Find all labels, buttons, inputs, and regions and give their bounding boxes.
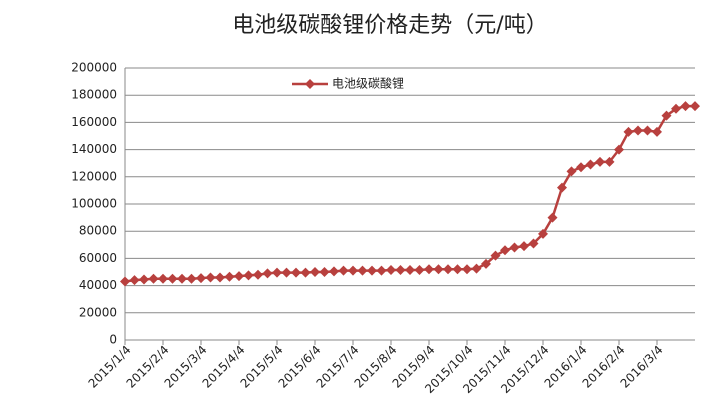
y-tick-label: 40000 [79,278,117,292]
point-marker [538,228,548,239]
point-marker [471,263,482,274]
point-marker [481,258,491,269]
point-marker [158,273,168,284]
y-tick-label: 80000 [79,224,117,238]
point-marker [690,101,700,112]
point-marker [528,238,539,249]
point-marker [547,212,558,223]
point-marker [405,264,415,275]
point-marker [595,156,605,167]
point-marker [243,270,254,281]
point-marker [424,264,434,275]
point-marker [205,272,216,283]
y-tick-label: 60000 [79,251,117,265]
point-marker [186,273,197,284]
point-marker [452,264,463,275]
chart-title: 电池级碳酸锂价格走势（元/吨） [232,13,547,38]
point-marker [604,156,615,167]
point-marker [272,267,282,278]
point-marker [414,264,425,275]
point-marker [224,271,235,282]
point-marker [633,125,643,136]
point-marker [519,241,529,252]
point-marker [129,275,140,286]
point-marker [338,265,349,276]
point-marker [253,269,263,280]
point-marker [196,273,206,284]
point-marker [642,125,653,136]
point-marker [300,267,311,278]
y-tick-label: 0 [109,333,117,347]
point-marker [386,264,396,275]
legend-marker [305,79,315,89]
point-marker [139,274,149,285]
point-marker [357,265,368,276]
y-tick-label: 20000 [79,305,117,319]
legend-label: 电池级碳酸锂 [332,76,404,91]
point-marker [291,267,301,278]
point-marker [319,267,330,277]
series-line [124,104,695,283]
point-marker [680,101,691,112]
point-marker [348,265,358,276]
point-marker [148,273,159,284]
point-marker [614,144,624,155]
y-tick-label: 200000 [71,61,117,75]
point-marker [376,265,387,276]
point-marker [623,126,634,137]
point-marker [281,267,292,278]
point-marker [443,264,453,275]
y-tick-label: 100000 [71,197,117,211]
point-marker [462,264,472,275]
point-marker [395,264,406,275]
point-marker [509,242,520,253]
point-marker [661,110,672,121]
point-marker [329,266,339,277]
point-marker [234,271,244,282]
point-marker [215,272,225,283]
y-tick-label: 120000 [71,169,117,183]
point-marker [576,162,586,173]
point-marker [310,267,320,277]
y-tick-label: 140000 [71,142,117,156]
y-tick-label: 160000 [71,115,117,129]
y-tick-label: 180000 [71,88,117,102]
point-marker [500,245,510,256]
point-marker [120,276,130,287]
point-marker [367,265,377,276]
point-marker [566,166,577,177]
point-marker [262,268,273,279]
point-marker [671,103,681,114]
point-marker [490,250,501,261]
point-marker [433,264,444,275]
point-marker [167,273,178,284]
point-marker [652,126,662,137]
point-marker [585,159,596,170]
point-marker [557,182,567,193]
point-marker [177,273,187,284]
